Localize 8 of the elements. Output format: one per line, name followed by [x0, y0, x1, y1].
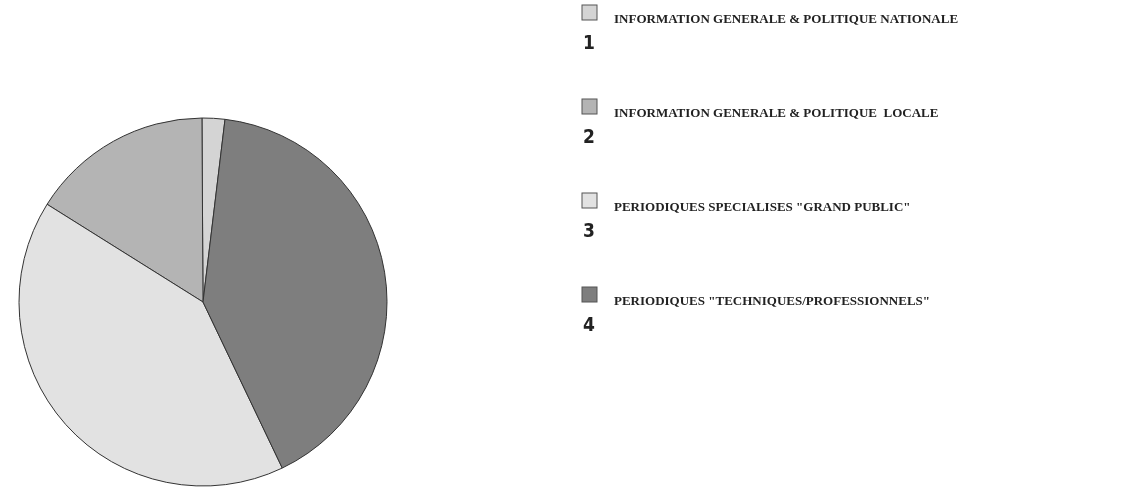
- legend-label: PERIODIQUES "TECHNIQUES/PROFESSIONNELS": [614, 293, 931, 308]
- text: 1: [583, 31, 595, 53]
- legend-label: INFORMATION GENERALE & POLITIQUE LOCALE: [614, 105, 939, 120]
- text: 3: [583, 219, 595, 241]
- text: 4: [583, 313, 596, 335]
- text: 2: [583, 125, 595, 147]
- legend-label: INFORMATION GENERALE & POLITIQUE NATIONALE: [614, 11, 959, 26]
- legend-label: PERIODIQUES SPECIALISES "GRAND PUBLIC": [614, 199, 911, 214]
